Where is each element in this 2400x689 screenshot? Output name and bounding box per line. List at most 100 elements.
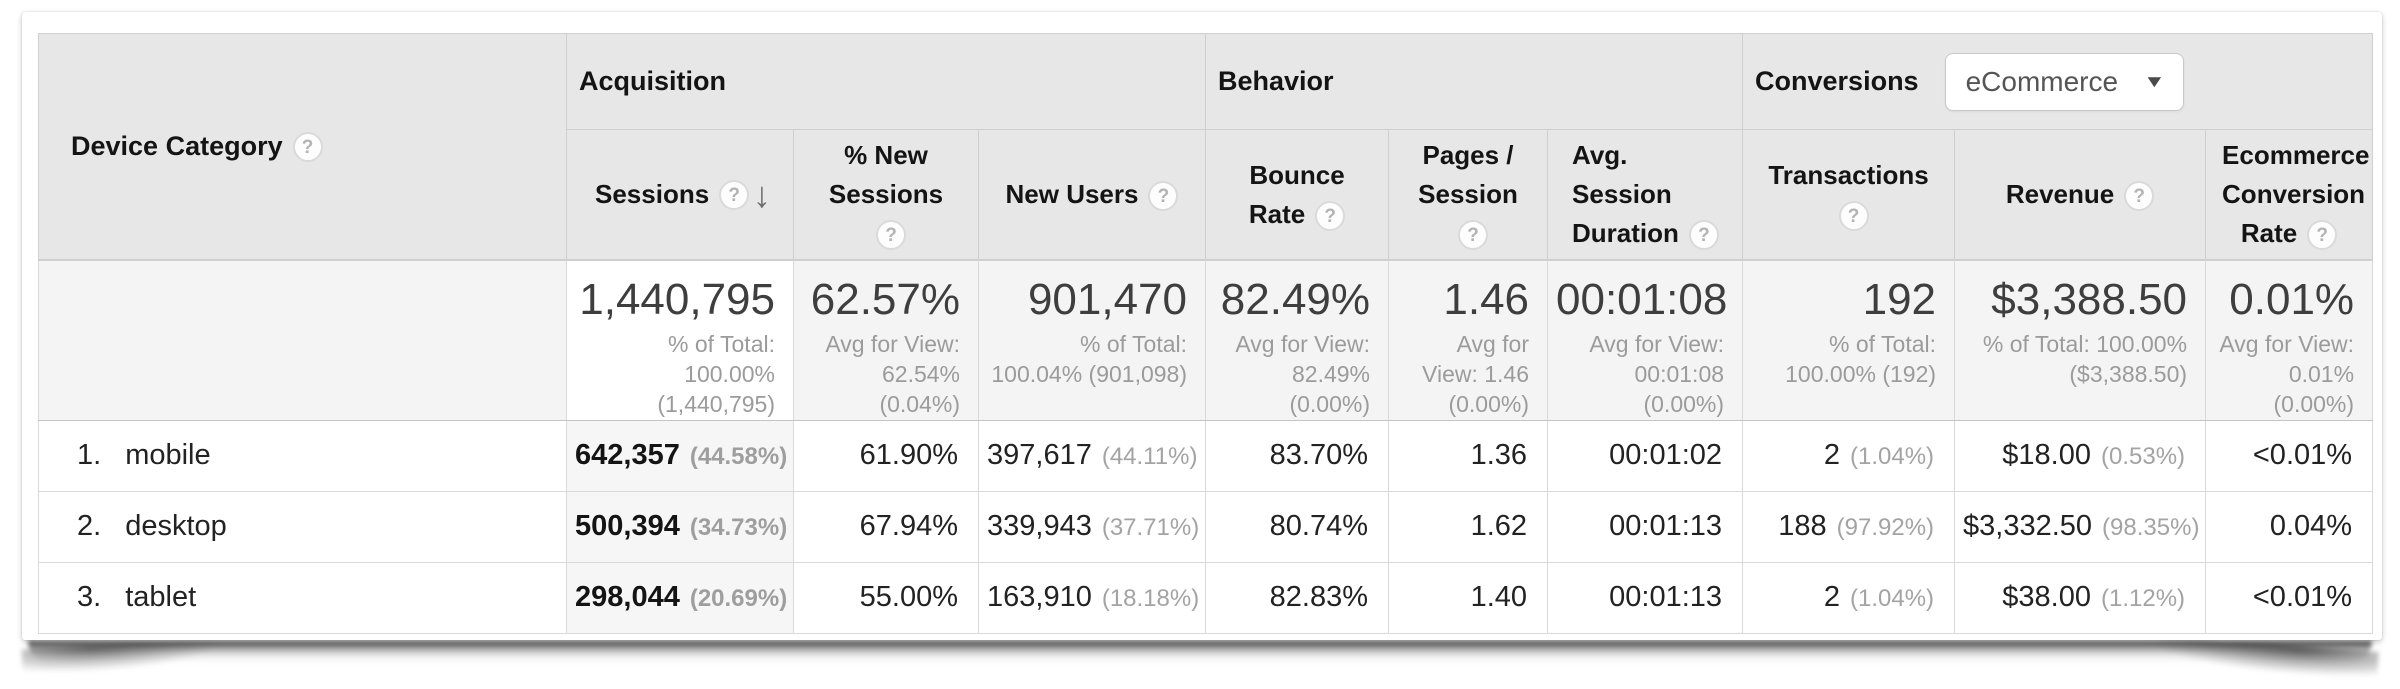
help-icon[interactable]: ? xyxy=(1688,220,1719,251)
column-header-pages-session[interactable]: Pages / Session? xyxy=(1388,129,1549,261)
column-header-revenue[interactable]: Revenue? xyxy=(1954,129,2207,261)
transactions-label: Transactions xyxy=(1768,159,1929,190)
cell-bounce-rate: 83.70% xyxy=(1205,419,1390,492)
help-icon[interactable]: ? xyxy=(1458,220,1489,251)
value: 67.94% xyxy=(859,510,958,543)
value: 1.62 xyxy=(1470,510,1528,543)
summary-cell-bounce-rate: 82.49% Avg for View: 82.49% (0.00%) xyxy=(1205,259,1390,421)
cell-new-sessions: 61.90% xyxy=(793,419,979,492)
value-percent: (44.11%) xyxy=(1101,443,1198,471)
cell-transactions: 188 (97.92%) xyxy=(1742,490,1956,563)
value: 163,910 xyxy=(987,581,1092,614)
value-percent: (1.12%) xyxy=(2100,585,2186,613)
summary-value: 1.46 xyxy=(1443,275,1530,324)
value: 00:01:13 xyxy=(1609,581,1723,614)
column-header-avg-session-duration[interactable]: Avg. Session Duration? xyxy=(1547,129,1744,261)
device-category-label: Device Category xyxy=(71,130,283,161)
summary-value: 00:01:08 xyxy=(1556,275,1728,324)
help-icon[interactable]: ? xyxy=(2307,220,2338,251)
value: 82.83% xyxy=(1269,581,1369,614)
help-icon[interactable]: ? xyxy=(1838,200,1869,231)
value: 2 xyxy=(1823,581,1840,614)
summary-note: Avg for View: 62.54% (0.04%) xyxy=(825,330,960,418)
bounce-rate-label: Bounce Rate xyxy=(1248,159,1345,229)
cell-revenue: $3,332.50 (98.35%) xyxy=(1954,490,2207,563)
value-percent: (18.18%) xyxy=(1101,585,1200,613)
help-icon[interactable]: ? xyxy=(2124,181,2155,212)
cell-revenue: $18.00 (0.53%) xyxy=(1954,419,2207,492)
cell-pages-session: 1.36 xyxy=(1388,419,1549,492)
column-header-new-sessions[interactable]: % New Sessions? xyxy=(793,129,979,261)
help-icon[interactable]: ? xyxy=(292,132,323,163)
summary-cell-device xyxy=(38,259,567,421)
sessions-label: Sessions xyxy=(595,179,710,209)
column-header-device-category[interactable]: Device Category? xyxy=(38,33,567,261)
value: 397,617 xyxy=(987,439,1092,472)
cell-pages-session: 1.40 xyxy=(1388,561,1549,634)
ecommerce-conversion-rate-label: Ecommerce Conversion Rate xyxy=(2222,140,2370,248)
device-label: mobile xyxy=(125,439,211,472)
value: 298,044 xyxy=(575,581,680,614)
cell-ecommerce-conversion-rate: <0.01% xyxy=(2205,419,2374,492)
cell-new-users: 163,910 (18.18%) xyxy=(977,561,1207,634)
value: 80.74% xyxy=(1269,510,1369,543)
analytics-table: Device Category? Acquisition Behavior Co… xyxy=(38,33,2374,634)
row-rank: 2. xyxy=(77,510,102,543)
cell-revenue: $38.00 (1.12%) xyxy=(1954,561,2207,634)
cell-avg-session-duration: 00:01:02 xyxy=(1547,419,1744,492)
column-header-new-users[interactable]: New Users? xyxy=(977,129,1207,261)
conversions-label: Conversions xyxy=(1755,66,1919,96)
row-rank: 3. xyxy=(77,581,102,614)
cell-device: 2. desktop xyxy=(38,490,567,563)
cell-device: 3. tablet xyxy=(38,561,567,634)
summary-cell-revenue: $3,388.50 % of Total: 100.00% ($3,388.50… xyxy=(1954,259,2207,421)
table-row-mobile: 1. mobile 642,357 (44.58%) 61.90% 397,617 (… xyxy=(38,419,2374,492)
help-icon[interactable]: ? xyxy=(1315,200,1346,231)
column-header-sessions[interactable]: Sessions? ↓ xyxy=(566,129,794,261)
help-icon[interactable]: ? xyxy=(719,179,750,210)
value: 500,394 xyxy=(575,510,680,543)
summary-note: % of Total: 100.00% (192) xyxy=(1785,330,1937,387)
summary-cell-new-users: 901,470 % of Total: 100.04% (901,098) xyxy=(977,259,1207,421)
value: $3,332.50 xyxy=(1963,510,2093,543)
cell-device: 1. mobile xyxy=(38,419,567,492)
value: 1.36 xyxy=(1470,439,1528,472)
summary-value: 82.49% xyxy=(1220,275,1371,324)
value-percent: (1.04%) xyxy=(1849,585,1935,613)
sort-descending-icon[interactable]: ↓ xyxy=(753,173,771,215)
value: 61.90% xyxy=(859,439,958,472)
acquisition-label: Acquisition xyxy=(579,66,726,96)
summary-cell-transactions: 192 % of Total: 100.00% (192) xyxy=(1742,259,1956,421)
summary-value: 62.57% xyxy=(810,275,960,324)
value-percent: (1.04%) xyxy=(1849,443,1935,471)
summary-cell-pages-session: 1.46 Avg for View: 1.46 (0.00%) xyxy=(1388,259,1549,421)
cell-ecommerce-conversion-rate: <0.01% xyxy=(2205,561,2374,634)
summary-note: Avg for View: 00:01:08 (0.00%) xyxy=(1589,330,1725,418)
summary-cell-avg-session-duration: 00:01:08 Avg for View: 00:01:08 (0.00%) xyxy=(1547,259,1744,421)
summary-note: % of Total: 100.00% ($3,388.50) xyxy=(1982,330,2188,387)
chevron-down-icon: ▼ xyxy=(2143,71,2166,91)
summary-cell-sessions: 1,440,795 % of Total: 100.00% (1,440,795… xyxy=(566,259,794,421)
value: 2 xyxy=(1823,439,1840,472)
conversions-goal-dropdown[interactable]: eCommerce ▼ xyxy=(1944,52,2184,111)
column-header-transactions[interactable]: Transactions? xyxy=(1742,129,1956,261)
help-icon[interactable]: ? xyxy=(876,220,906,251)
cell-avg-session-duration: 00:01:13 xyxy=(1547,561,1744,634)
summary-note: Avg for View: 82.49% (0.00%) xyxy=(1235,330,1371,418)
column-header-bounce-rate[interactable]: Bounce Rate? xyxy=(1205,129,1390,261)
help-icon[interactable]: ? xyxy=(1148,181,1179,212)
summary-value: 0.01% xyxy=(2229,275,2355,324)
report-card: Device Category? Acquisition Behavior Co… xyxy=(22,12,2382,640)
group-header-acquisition: Acquisition xyxy=(565,33,1207,130)
dropdown-value: eCommerce xyxy=(1965,65,2119,97)
value-percent: (44.58%) xyxy=(689,443,788,471)
cell-new-sessions: 67.94% xyxy=(793,490,979,563)
column-header-ecommerce-conversion-rate[interactable]: Ecommerce Conversion Rate? xyxy=(2205,129,2374,261)
revenue-label: Revenue xyxy=(2005,179,2115,209)
cell-avg-session-duration: 00:01:13 xyxy=(1547,490,1744,563)
table-row-tablet: 3. tablet 298,044 (20.69%) 55.00% 163,910 (… xyxy=(38,561,2374,634)
summary-value: $3,388.50 xyxy=(1991,275,2188,324)
value-percent: (37.71%) xyxy=(1101,514,1200,542)
pages-session-label: Pages / Session xyxy=(1418,140,1518,209)
cell-pages-session: 1.62 xyxy=(1388,490,1549,563)
